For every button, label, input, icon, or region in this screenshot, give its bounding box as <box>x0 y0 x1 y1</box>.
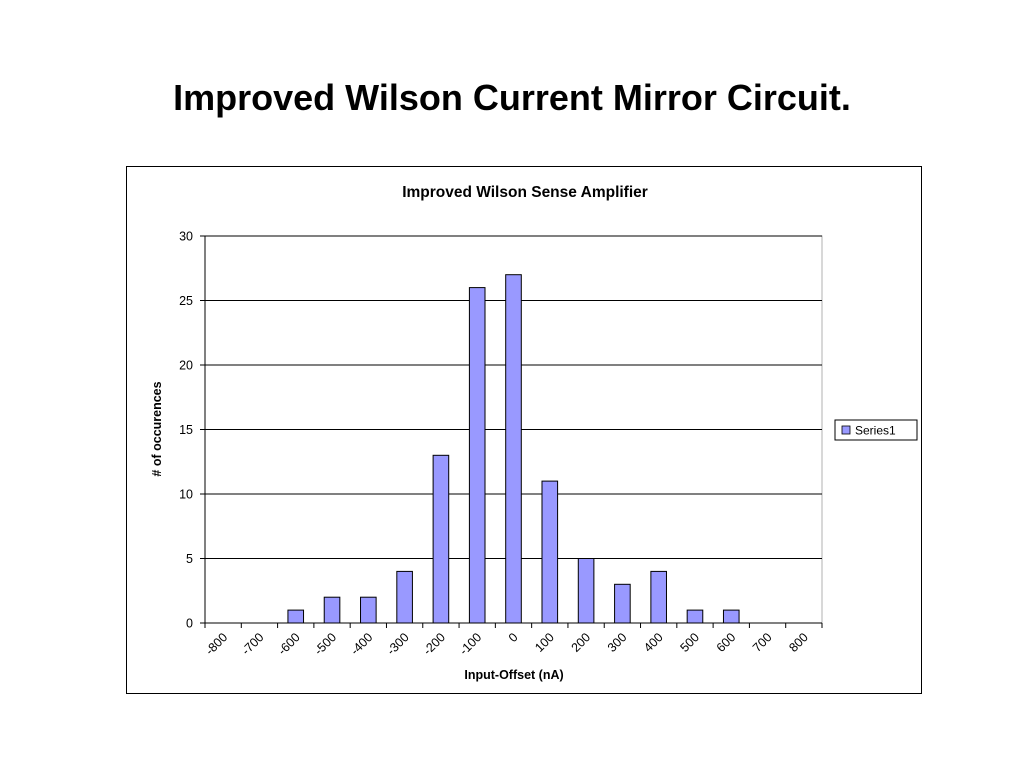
x-tick-label: -300 <box>384 630 412 658</box>
x-tick-label: -500 <box>312 630 340 658</box>
x-tick-label: -700 <box>239 630 267 658</box>
slide-title: Improved Wilson Current Mirror Circuit. <box>173 77 851 118</box>
x-tick-label: -100 <box>457 630 485 658</box>
y-tick-label: 5 <box>186 552 193 566</box>
axes <box>200 235 823 628</box>
chart: Improved Wilson Sense Amplifier 0 5 10 15 20… <box>150 184 918 682</box>
x-tick-label: 700 <box>750 630 775 655</box>
x-tick-labels: -800 -700 -600 -500 -400 -300 -200 -100 0 100 200 3… <box>203 630 811 658</box>
x-tick-label: 300 <box>605 630 630 655</box>
legend-box <box>834 419 918 441</box>
bar <box>505 274 522 624</box>
y-tick-label: 30 <box>179 230 193 244</box>
y-tick-label: 20 <box>179 359 193 373</box>
x-tick-label: 800 <box>786 630 811 655</box>
x-tick-label: 400 <box>641 630 666 655</box>
y-tick-label: 0 <box>186 617 193 631</box>
bar <box>360 596 377 624</box>
chart-frame: Improved Wilson Sense Amplifier 0 5 10 15 20… <box>126 166 922 694</box>
bar <box>468 287 486 624</box>
bars <box>287 274 740 624</box>
x-axis-label: Input-Offset (nA) <box>464 668 563 682</box>
bar <box>722 609 740 624</box>
bar <box>650 570 667 624</box>
x-tick-label: 0 <box>506 630 521 645</box>
bar <box>396 570 413 624</box>
x-tick-label: 500 <box>677 630 702 655</box>
bar <box>432 454 450 624</box>
y-tick-label: 10 <box>179 488 193 502</box>
bar <box>614 583 631 624</box>
x-tick-label: 600 <box>714 630 739 655</box>
bar <box>686 609 704 624</box>
bar <box>577 558 595 624</box>
bar <box>287 609 305 624</box>
y-tick-label: 15 <box>179 423 193 437</box>
x-tick-label: -200 <box>420 630 448 658</box>
x-tick-label: 200 <box>569 630 594 655</box>
x-tick-label: 100 <box>532 630 557 655</box>
y-tick-label: 25 <box>179 294 193 308</box>
legend-swatch <box>841 425 851 435</box>
bar <box>541 480 559 624</box>
legend-label-series1: Series1 <box>855 424 896 438</box>
legend: Series1 <box>834 419 918 441</box>
y-tick-labels: 0 5 10 15 20 25 30 <box>179 230 193 631</box>
x-tick-label: -800 <box>203 630 231 658</box>
y-axis-label: # of occurences <box>150 381 164 476</box>
chart-title: Improved Wilson Sense Amplifier <box>402 184 648 201</box>
x-tick-label: -600 <box>275 630 303 658</box>
x-tick-label: -400 <box>348 630 376 658</box>
bar <box>323 596 341 624</box>
